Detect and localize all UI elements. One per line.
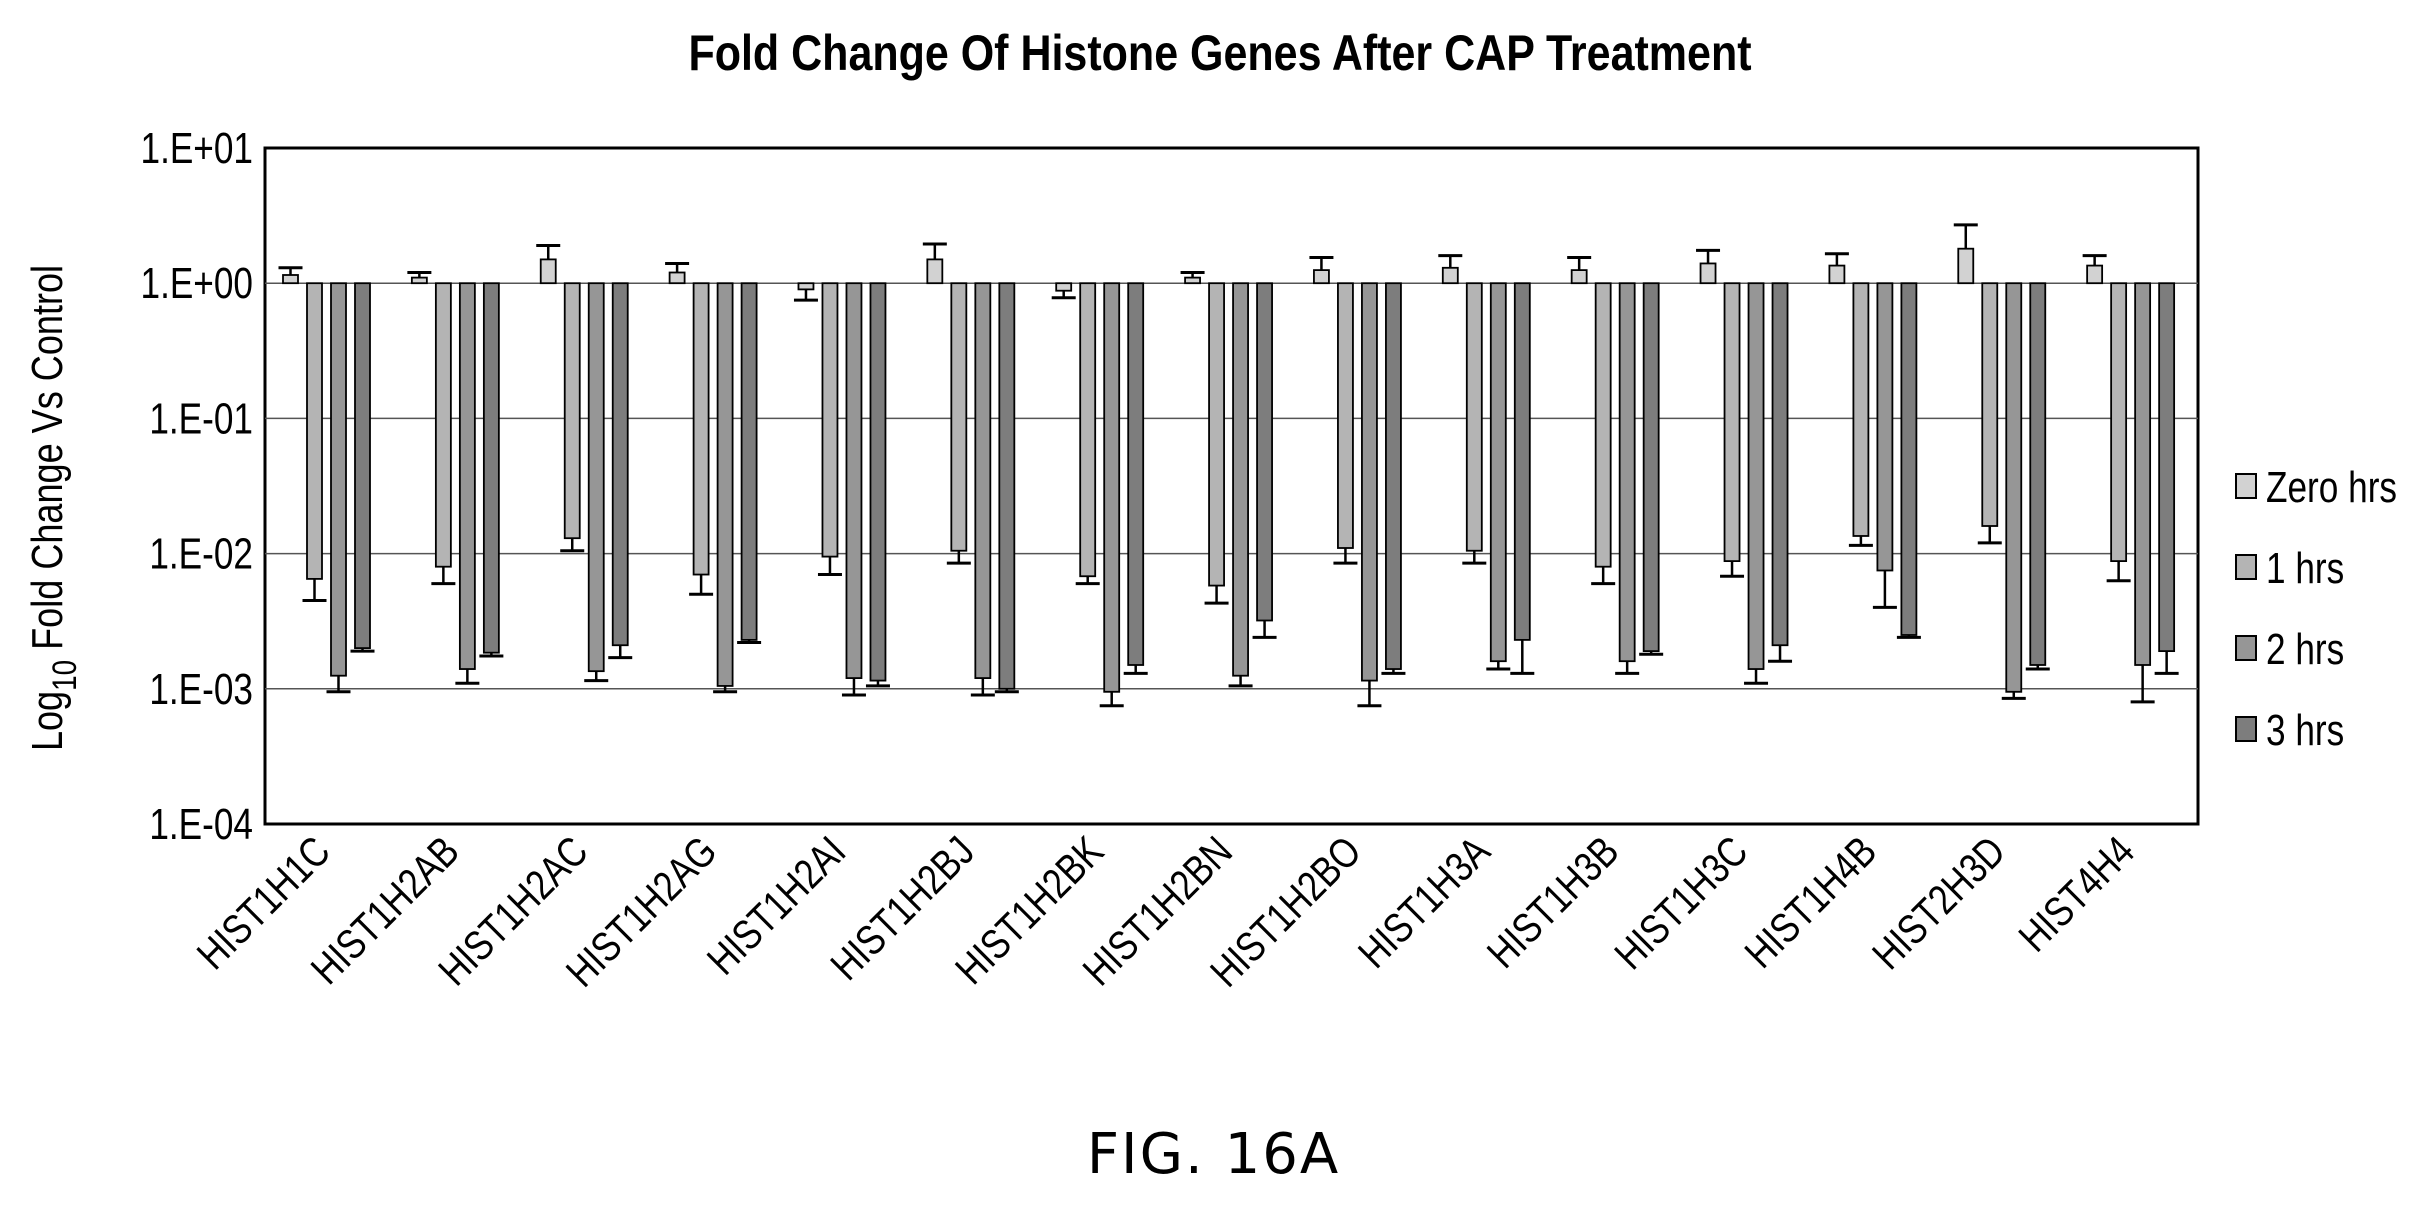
bar bbox=[1594, 282, 1612, 568]
legend-label: 3 hrs bbox=[2266, 706, 2344, 755]
bar bbox=[482, 282, 500, 654]
bar bbox=[1699, 262, 1717, 285]
bar bbox=[1232, 282, 1249, 677]
bar bbox=[1723, 282, 1741, 563]
bar bbox=[2110, 282, 2128, 563]
bar bbox=[539, 258, 557, 285]
plot-frame bbox=[263, 146, 2200, 826]
plot-area: 1.E+01 1.E+00 1.E-01 1.E-02 1.E-03 1.E-04 HIST… bbox=[140, 124, 2200, 996]
bar bbox=[797, 282, 815, 291]
bar bbox=[1642, 282, 1660, 653]
bar bbox=[563, 282, 581, 540]
bar bbox=[869, 282, 887, 682]
y-tick-label: 1.E-02 bbox=[149, 530, 253, 579]
bar bbox=[1957, 247, 1975, 285]
bar bbox=[926, 258, 944, 285]
y-axis-label-subscript: 10 bbox=[45, 660, 83, 691]
bar bbox=[1361, 282, 1378, 682]
y-axis-label-prefix: Log bbox=[23, 691, 72, 751]
legend-swatch bbox=[2235, 554, 2257, 580]
chart-title: Fold Change Of Histone Genes After CAP T… bbox=[688, 25, 1751, 81]
y-tick-label: 1.E+01 bbox=[140, 124, 253, 173]
bar bbox=[845, 282, 863, 679]
bar bbox=[716, 282, 734, 687]
bar bbox=[1103, 282, 1121, 693]
bar bbox=[1337, 282, 1354, 549]
x-tick-label: HIST2H3D bbox=[1864, 828, 2015, 979]
x-tick-label: HIST1H3C bbox=[1606, 828, 1757, 979]
legend-swatch bbox=[2235, 716, 2257, 742]
bar bbox=[1876, 282, 1894, 572]
bar bbox=[611, 282, 629, 647]
bar bbox=[282, 274, 299, 285]
bar bbox=[1618, 282, 1636, 663]
bar bbox=[1489, 282, 1507, 663]
bar bbox=[2086, 264, 2104, 285]
legend-label: Zero hrs bbox=[2266, 463, 2397, 512]
bar bbox=[1256, 282, 1273, 622]
bar bbox=[410, 276, 428, 285]
bar bbox=[1828, 264, 1846, 285]
bar bbox=[1747, 282, 1765, 670]
y-tick-label: 1.E+00 bbox=[140, 260, 253, 309]
bar bbox=[1513, 282, 1531, 641]
bar bbox=[821, 282, 839, 558]
bar bbox=[1981, 282, 1999, 527]
bar bbox=[998, 282, 1016, 690]
bar bbox=[1441, 266, 1459, 285]
bar bbox=[1852, 282, 1870, 537]
bar bbox=[330, 282, 347, 677]
bar bbox=[1900, 282, 1918, 636]
bar bbox=[2158, 282, 2176, 653]
x-tick-label: HIST4H4 bbox=[2010, 828, 2143, 961]
x-tick-label: HIST1H3A bbox=[1350, 827, 1500, 977]
bar bbox=[1079, 282, 1097, 578]
y-tick-label: 1.E-01 bbox=[149, 395, 253, 444]
bar bbox=[668, 271, 686, 285]
bar bbox=[2029, 282, 2047, 666]
bar bbox=[1465, 282, 1483, 552]
bar bbox=[692, 282, 710, 576]
bar bbox=[1055, 282, 1073, 292]
bar bbox=[1184, 276, 1201, 285]
x-tick-label: HIST1H4B bbox=[1736, 828, 1886, 978]
bar bbox=[950, 282, 968, 552]
legend-label: 2 hrs bbox=[2266, 625, 2344, 674]
legend: Zero hrs 1 hrs 2 hrs 3 hrs bbox=[2235, 463, 2397, 755]
bar bbox=[1208, 282, 1225, 587]
bar bbox=[2134, 282, 2152, 666]
bar bbox=[306, 282, 323, 580]
bar bbox=[1385, 282, 1402, 670]
bar bbox=[1313, 269, 1330, 285]
bar bbox=[587, 282, 605, 673]
bar bbox=[434, 282, 452, 568]
legend-label: 1 hrs bbox=[2266, 544, 2344, 593]
bar bbox=[458, 282, 476, 670]
legend-swatch bbox=[2235, 635, 2257, 661]
bar bbox=[354, 282, 371, 650]
bar bbox=[1127, 282, 1145, 666]
legend-swatch bbox=[2235, 473, 2257, 499]
figure-caption: FIG. 16A bbox=[1086, 1122, 1341, 1187]
x-tick-label: HIST1H3B bbox=[1479, 828, 1629, 978]
bar bbox=[1771, 282, 1789, 647]
y-tick-label: 1.E-03 bbox=[149, 665, 253, 714]
y-axis-label-suffix: Fold Change Vs Control bbox=[23, 265, 72, 660]
y-tick-label: 1.E-04 bbox=[149, 800, 253, 849]
bar bbox=[1570, 269, 1588, 285]
y-axis-label: Log10 Fold Change Vs Control bbox=[23, 265, 84, 751]
bar bbox=[740, 282, 758, 641]
bar bbox=[974, 282, 992, 679]
bar bbox=[2005, 282, 2023, 693]
